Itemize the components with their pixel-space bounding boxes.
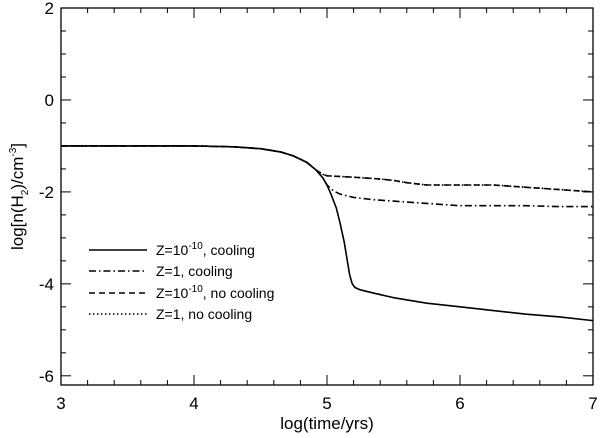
- x-tick-label: 7: [588, 394, 597, 413]
- axis-tick-labels: 3 4 5 6 7 -6 -4 -2 0 2: [39, 0, 598, 413]
- y-axis-title: log[n(H2)/cm-3]: [8, 143, 31, 250]
- x-tick-label: 3: [56, 394, 65, 413]
- y-tick-label: -6: [39, 367, 54, 386]
- legend: Z=10-10, cooling Z=1, cooling Z=10-10, n…: [89, 241, 274, 322]
- x-tick-label: 4: [189, 394, 198, 413]
- plot-area: [61, 145, 594, 322]
- legend-label-s2: Z=1, cooling: [156, 263, 233, 279]
- y-tick-label: -4: [39, 275, 54, 294]
- series-line-s1: [61, 145, 594, 322]
- legend-label-s1: Z=10-10, cooling: [156, 241, 255, 258]
- legend-label-s4: Z=1, no cooling: [156, 306, 252, 322]
- axis-ticks: [60, 7, 594, 385]
- legend-label-s3: Z=10-10, no cooling: [156, 284, 274, 301]
- y-tick-label: 0: [45, 91, 54, 110]
- plot-frame: [60, 7, 594, 386]
- x-tick-label: 5: [322, 394, 331, 413]
- x-axis-title: log(time/yrs): [280, 414, 374, 433]
- series-line-s4: [61, 145, 594, 193]
- x-tick-label: 6: [455, 394, 464, 413]
- y-tick-label: 2: [45, 0, 54, 18]
- y-tick-label: -2: [39, 183, 54, 202]
